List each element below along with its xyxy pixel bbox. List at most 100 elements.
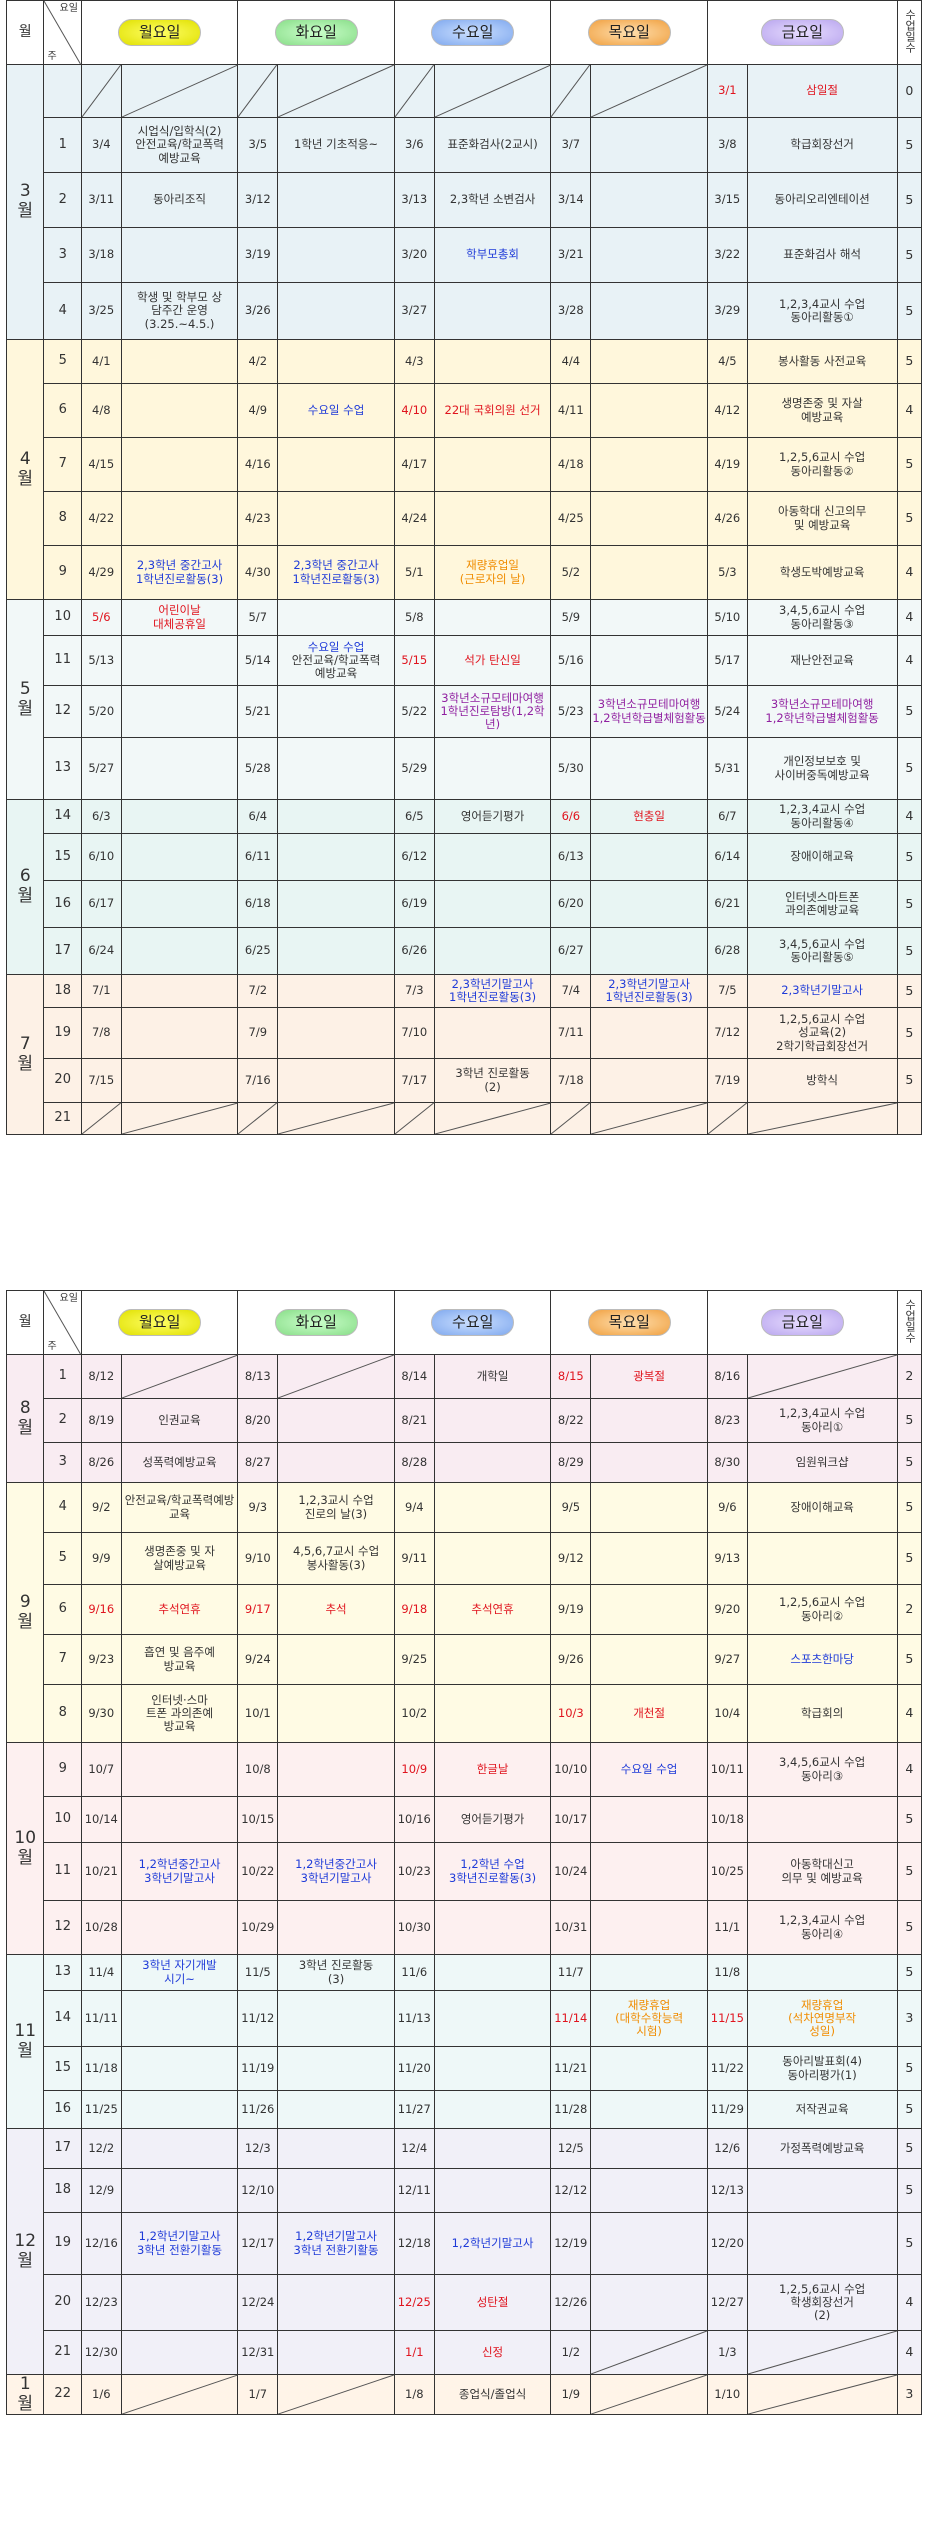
event-cell [590,227,708,283]
date-cell: 6/11 [237,833,279,881]
date-cell [550,64,592,118]
event-cell [590,737,708,800]
event-cell: 3학년소규모테마여행 1학년진로탐방(1,2학년) [433,685,552,738]
event-cell: 봉사활동 사전교육 [746,339,898,384]
date-cell: 7/15 [80,1058,122,1103]
event-cell [277,1684,395,1743]
event-cell [746,1354,898,1399]
week-number: 21 [43,1102,82,1135]
event-cell [433,1007,552,1059]
class-days-count: 5 [896,117,923,173]
event-cell [277,1442,395,1483]
class-days-count: 5 [896,282,923,340]
event-cell [277,2168,395,2213]
week-number: 14 [43,799,82,834]
event-cell: 아동학대 신고의무 및 예방교육 [746,491,898,546]
date-cell: 10/14 [80,1796,122,1843]
date-cell: 9/25 [393,1634,435,1685]
date-cell: 7/4 [550,974,592,1008]
date-cell: 12/19 [550,2212,592,2275]
date-cell: 11/6 [393,1954,435,1991]
header-month: 월 [5,0,45,65]
event-cell: 추석 [277,1584,395,1635]
date-cell: 9/30 [80,1684,122,1743]
date-cell: 3/21 [550,227,592,283]
event-cell [277,1634,395,1685]
header-tue: 화요일 [237,1290,395,1355]
event-cell [120,1990,239,2047]
weekday-pill-mon: 월요일 [117,18,202,47]
week-number: 20 [43,1058,82,1103]
date-cell: 11/20 [393,2046,435,2091]
week-number: 14 [43,1990,82,2047]
event-cell [590,1102,708,1135]
date-cell: 6/28 [707,927,748,975]
event-cell: 표준화검사(2교시) [433,117,552,173]
header-tue: 화요일 [237,0,395,65]
week-row: 16 11/25 11/26 11/27 11/28 11/29 저작권교육 5 [6,2090,923,2129]
class-days-count: 5 [896,437,923,492]
event-cell: 추석연휴 [120,1584,239,1635]
class-days-count: 5 [896,491,923,546]
event-cell [120,1900,239,1955]
class-days-count: 4 [896,1742,923,1797]
event-cell: 1,2학년기말고사 [433,2212,552,2275]
event-cell [120,1102,239,1135]
date-cell: 4/23 [237,491,279,546]
header-month: 월 [5,1290,45,1355]
week-number: 18 [43,974,82,1008]
date-cell: 8/29 [550,1442,592,1483]
event-cell [277,1900,395,1955]
event-cell: 개천절 [590,1684,708,1743]
date-cell: 4/22 [80,491,122,546]
date-cell: 9/13 [707,1532,748,1585]
week-number: 11 [43,635,82,686]
event-cell [590,1532,708,1585]
event-cell [120,635,239,686]
date-cell: 6/14 [707,833,748,881]
event-cell [277,339,395,384]
date-cell: 3/15 [707,172,748,228]
week-number: 15 [43,2046,82,2091]
event-cell: 3,4,5,6교시 수업 동아리활동⑤ [746,927,898,975]
week-row: 6 9/16 추석연휴 9/17 추석 9/18 추석연휴 9/19 9/20 1,2,5,6교시… [6,1584,923,1635]
event-cell [590,1058,708,1103]
date-cell: 5/27 [80,737,122,800]
event-cell [277,2373,395,2416]
date-cell: 9/9 [80,1532,122,1585]
event-cell [433,1900,552,1955]
date-cell [80,64,122,118]
week-number: 13 [43,1954,82,1991]
date-cell: 11/1 [707,1900,748,1955]
event-cell: 2,3학년기말고사 1학년진로활동(3) [590,974,708,1008]
event-cell: 아동학대신고 의무 및 예방교육 [746,1842,898,1901]
week-number: 21 [43,2330,82,2375]
header-mon: 월요일 [80,1290,239,1355]
date-cell [393,64,435,118]
header-fri: 금요일 [707,0,898,65]
event-cell: 수요일 수업 [590,1742,708,1797]
event-cell [590,1007,708,1059]
class-days-count: 5 [896,685,923,738]
event-cell [277,64,395,118]
date-cell: 6/25 [237,927,279,975]
date-cell: 6/24 [80,927,122,975]
date-cell: 3/4 [80,117,122,173]
event-cell: 장애이해교육 [746,1482,898,1533]
header-thu: 목요일 [550,0,708,65]
event-cell [277,227,395,283]
event-cell [277,282,395,340]
month-label: 11 월 [5,1954,45,2129]
date-cell: 3/27 [393,282,435,340]
event-cell: 학부모총회 [433,227,552,283]
class-days-count: 3 [896,2373,923,2416]
week-row: 19 7/8 7/9 7/10 7/11 7/12 1,2,5,6교시 수업 성교육(2) … [6,1007,923,1059]
header-ju: 주 [47,1340,57,1352]
week-row: 7 4/15 4/16 4/17 4/18 4/19 1,2,5,6교시 수업 동아리활동②… [6,437,923,492]
week-number: 7 [43,437,82,492]
week-row: 10 10/14 10/15 10/16 영어듣기평가 10/17 10/18 5 [6,1796,923,1843]
date-cell: 7/11 [550,1007,592,1059]
date-cell [237,64,279,118]
date-cell: 5/6 [80,599,122,636]
event-cell: 신정 [433,2330,552,2375]
